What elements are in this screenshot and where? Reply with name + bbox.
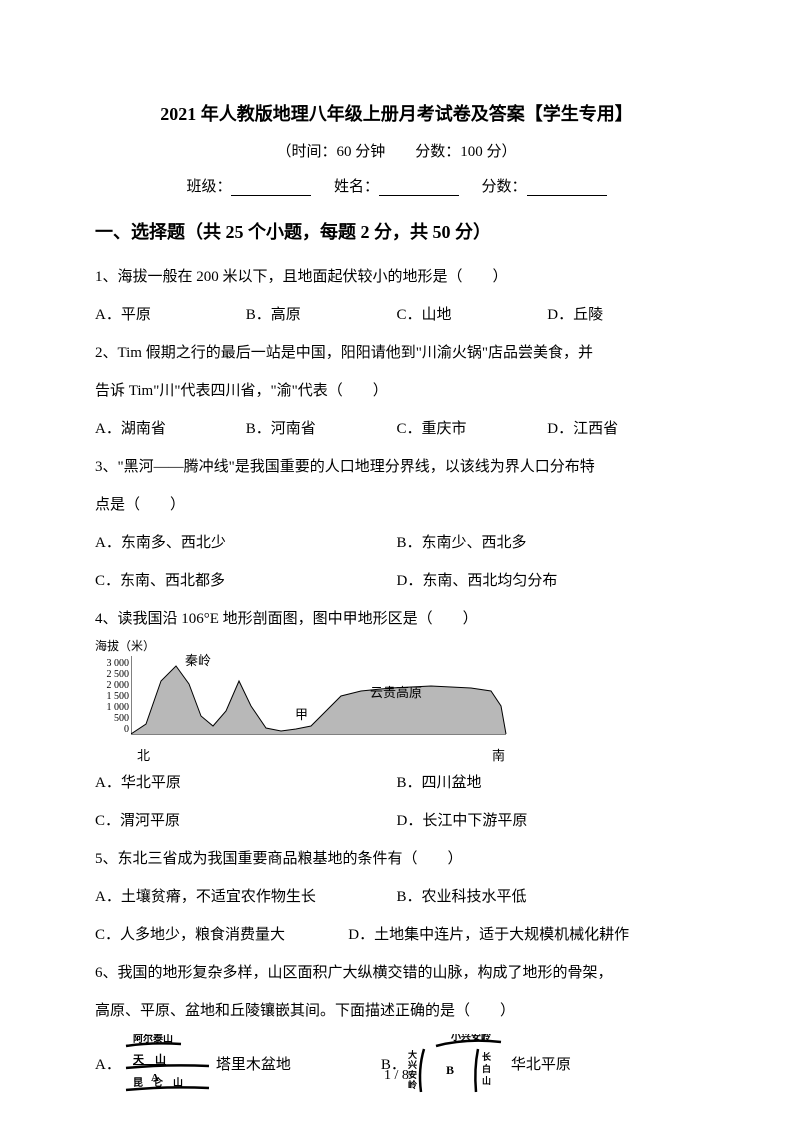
q1-options: A．平原 B．高原 C．山地 D．丘陵	[95, 300, 698, 330]
q2-opt-b[interactable]: B．河南省	[246, 414, 397, 444]
diag-b-right-1: 长	[482, 1051, 492, 1062]
q6-diagrams: A． 阿尔泰山 天 山 A 昆 仑 山 塔里木盆地 B． 小兴安岭 大 兴 安	[95, 1034, 698, 1096]
q3-opt-c[interactable]: C．东南、西北都多	[95, 566, 397, 596]
q3-opt-a[interactable]: A．东南多、西北少	[95, 528, 397, 558]
exam-subtitle: （时间：60 分钟 分数：100 分）	[95, 140, 698, 161]
q3-text-1: 3、"黑河——腾冲线"是我国重要的人口地理分界线，以该线为界人口分布特	[95, 452, 698, 482]
q6-opt-a[interactable]: A． 阿尔泰山 天 山 A 昆 仑 山 塔里木盆地	[95, 1034, 291, 1096]
q2-opt-c[interactable]: C．重庆市	[397, 414, 548, 444]
q5-text: 5、东北三省成为我国重要商品粮基地的条件有（ ）	[95, 844, 698, 874]
score-blank[interactable]	[527, 195, 607, 196]
q3-opt-b[interactable]: B．东南少、西北多	[397, 528, 699, 558]
q1-opt-a[interactable]: A．平原	[95, 300, 246, 330]
q3-options-1: A．东南多、西北少 B．东南少、西北多	[95, 528, 698, 558]
page-number: 1 / 8	[0, 1068, 793, 1084]
q5-opt-c[interactable]: C．人多地少，粮食消费量大	[95, 920, 348, 950]
q5-opt-d[interactable]: D．土地集中连片，适于大规模机械化耕作	[348, 920, 698, 950]
diag-a-top: 阿尔泰山	[133, 1034, 173, 1045]
q5-opt-b[interactable]: B．农业科技水平低	[397, 882, 699, 912]
q2-opt-d[interactable]: D．江西省	[547, 414, 698, 444]
q6-opt-b[interactable]: B． 小兴安岭 大 兴 安 岭 B 长 白 山 华北平原	[381, 1034, 571, 1096]
terrain-profile-chart: 海拔（米） 3 000 2 500 2 000 1 500 1 000 500 …	[95, 642, 525, 762]
q4-opt-d[interactable]: D．长江中下游平原	[397, 806, 699, 836]
ytick-2: 2 000	[95, 680, 129, 691]
q4-options-2: C．渭河平原 D．长江中下游平原	[95, 806, 698, 836]
q4-opt-c[interactable]: C．渭河平原	[95, 806, 397, 836]
ytick-3: 1 500	[95, 691, 129, 702]
name-blank[interactable]	[379, 195, 459, 196]
diagram-a-svg: 阿尔泰山 天 山 A 昆 仑 山	[121, 1034, 216, 1096]
profile-svg	[131, 656, 511, 748]
ytick-0: 3 000	[95, 658, 129, 669]
q2-text-1: 2、Tim 假期之行的最后一站是中国，阳阳请他到"川渝火锅"店品尝美食，并	[95, 338, 698, 368]
ytick-4: 1 000	[95, 702, 129, 713]
q5-options-1: A．土壤贫瘠，不适宜农作物生长 B．农业科技水平低	[95, 882, 698, 912]
ytick-1: 2 500	[95, 669, 129, 680]
q2-opt-a[interactable]: A．湖南省	[95, 414, 246, 444]
q6-text-1: 6、我国的地形复杂多样，山区面积广大纵横交错的山脉，构成了地形的骨架，	[95, 958, 698, 988]
q1-opt-b[interactable]: B．高原	[246, 300, 397, 330]
chart-jia-label: 甲	[295, 708, 308, 721]
diagram-b-svg: 小兴安岭 大 兴 安 岭 B 长 白 山	[406, 1034, 511, 1096]
class-label: 班级：	[186, 179, 231, 195]
diag-a-mid: 天 山	[133, 1052, 166, 1066]
q4-opt-b[interactable]: B．四川盆地	[397, 768, 699, 798]
q3-opt-d[interactable]: D．东南、西北均匀分布	[397, 566, 699, 596]
chart-yungui-label: 云贵高原	[370, 686, 422, 699]
ytick-6: 0	[95, 724, 129, 735]
q4-opt-a[interactable]: A．华北平原	[95, 768, 397, 798]
class-blank[interactable]	[231, 195, 311, 196]
q5-options-2: C．人多地少，粮食消费量大 D．土地集中连片，适于大规模机械化耕作	[95, 920, 698, 950]
q4-text: 4、读我国沿 106°E 地形剖面图，图中甲地形区是（ ）	[95, 604, 698, 634]
ytick-5: 500	[95, 713, 129, 724]
q1-text: 1、海拔一般在 200 米以下，且地面起伏较小的地形是（ ）	[95, 262, 698, 292]
q3-options-2: C．东南、西北都多 D．东南、西北均匀分布	[95, 566, 698, 596]
name-label: 姓名：	[334, 179, 379, 195]
diag-b-top: 小兴安岭	[450, 1034, 491, 1043]
chart-qinling-label: 秦岭	[185, 654, 211, 667]
profile-path	[131, 666, 506, 734]
q4-options-1: A．华北平原 B．四川盆地	[95, 768, 698, 798]
q3-text-2: 点是（ ）	[95, 490, 698, 520]
q2-options: A．湖南省 B．河南省 C．重庆市 D．江西省	[95, 414, 698, 444]
section-1-header: 一、选择题（共 25 个小题，每题 2 分，共 50 分）	[95, 214, 698, 250]
student-info-line: 班级： 姓名： 分数：	[95, 175, 698, 196]
score-label: 分数：	[482, 179, 527, 195]
q5-opt-a[interactable]: A．土壤贫瘠，不适宜农作物生长	[95, 882, 397, 912]
chart-x-left: 北	[137, 749, 150, 762]
q1-opt-c[interactable]: C．山地	[397, 300, 548, 330]
exam-title: 2021 年人教版地理八年级上册月考试卷及答案【学生专用】	[95, 100, 698, 126]
chart-y-label: 海拔（米）	[95, 640, 155, 652]
q1-opt-d[interactable]: D．丘陵	[547, 300, 698, 330]
chart-y-ticks: 3 000 2 500 2 000 1 500 1 000 500 0	[95, 658, 129, 735]
q6-text-2: 高原、平原、盆地和丘陵镶嵌其间。下面描述正确的是（ ）	[95, 996, 698, 1026]
chart-x-right: 南	[492, 749, 505, 762]
q2-text-2: 告诉 Tim"川"代表四川省，"渝"代表（ ）	[95, 376, 698, 406]
diag-b-left-1: 大	[408, 1049, 417, 1060]
